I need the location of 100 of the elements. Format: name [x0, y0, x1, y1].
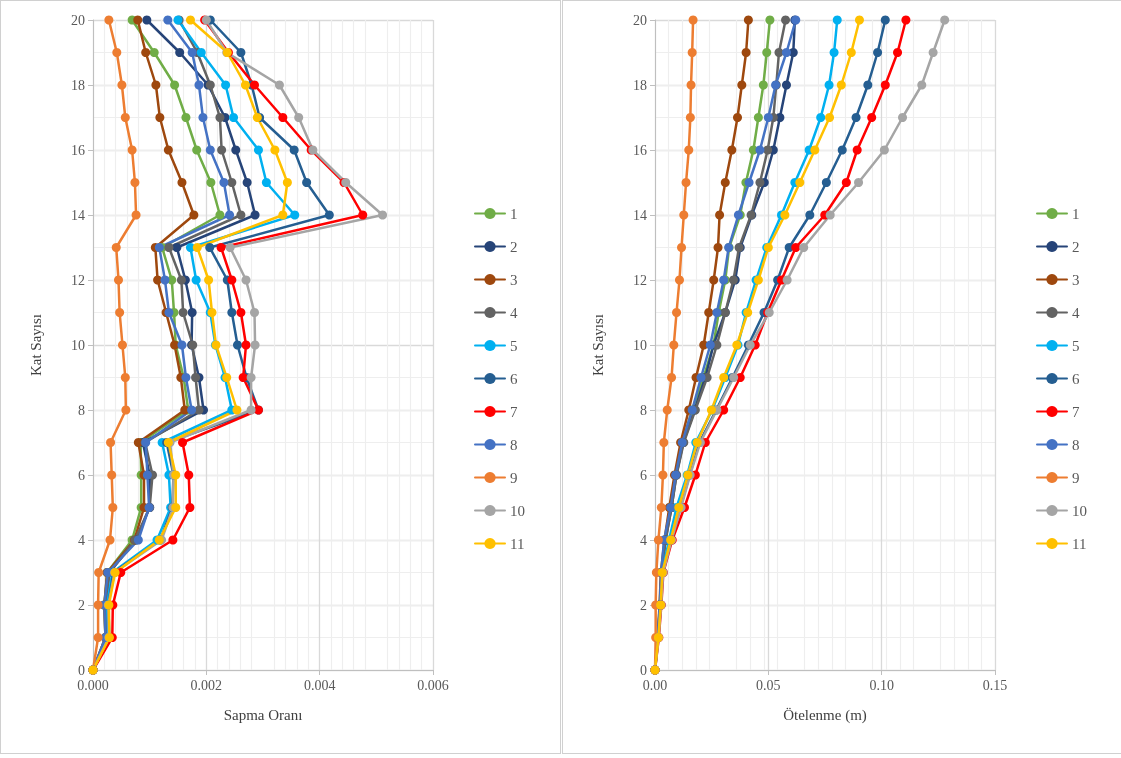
point — [120, 113, 130, 122]
point — [178, 308, 188, 317]
point — [177, 340, 187, 350]
point — [163, 15, 173, 25]
legend-label: 9 — [510, 469, 518, 486]
point — [194, 80, 204, 90]
point — [687, 48, 697, 57]
point — [917, 80, 927, 90]
point — [185, 15, 195, 25]
legend-label: 8 — [510, 436, 518, 453]
point — [241, 275, 251, 285]
point — [216, 243, 226, 252]
point — [704, 308, 714, 317]
point — [688, 15, 698, 25]
point — [227, 308, 237, 317]
point — [780, 210, 790, 220]
point — [755, 178, 765, 187]
point — [112, 48, 122, 57]
point — [274, 80, 284, 90]
point — [261, 178, 271, 187]
point — [227, 275, 237, 285]
point — [215, 210, 225, 220]
point — [837, 145, 847, 155]
point — [187, 308, 197, 317]
point — [755, 145, 765, 155]
point — [378, 210, 388, 220]
point — [781, 48, 791, 57]
point — [686, 80, 696, 90]
point — [127, 145, 137, 155]
point — [662, 405, 672, 415]
point — [153, 275, 163, 285]
point — [781, 15, 791, 25]
point — [677, 243, 687, 252]
point — [656, 503, 666, 512]
point — [684, 145, 694, 155]
point — [198, 113, 208, 122]
point — [142, 15, 152, 25]
point — [107, 470, 117, 480]
y-tick-label: 10 — [71, 337, 85, 353]
point — [681, 178, 691, 187]
point — [727, 145, 737, 155]
point — [669, 340, 679, 350]
y-tick-label: 14 — [633, 207, 647, 223]
point — [659, 438, 669, 447]
y-tick-label: 0 — [640, 662, 647, 678]
point — [653, 535, 663, 545]
point — [290, 210, 300, 220]
point — [232, 405, 242, 415]
point — [863, 80, 873, 90]
point — [133, 15, 143, 25]
point — [215, 113, 225, 122]
point — [824, 80, 834, 90]
y-tick-label: 20 — [633, 12, 647, 28]
y-tick-label: 12 — [633, 272, 647, 288]
point — [324, 210, 334, 220]
x-tick-label: 0.004 — [303, 677, 336, 693]
point — [940, 15, 950, 25]
y-tick-label: 20 — [71, 12, 85, 28]
point — [810, 145, 820, 155]
point — [791, 243, 801, 252]
legend-label: 4 — [1072, 304, 1080, 321]
y-tick-label: 12 — [71, 272, 85, 288]
x-tick-label: 0.10 — [869, 677, 894, 693]
point — [294, 113, 304, 122]
point — [758, 80, 768, 90]
legend-label: 3 — [510, 271, 518, 288]
legend-label: 8 — [1072, 436, 1080, 453]
point — [358, 210, 368, 220]
y-tick-label: 2 — [78, 597, 85, 613]
point — [104, 15, 114, 25]
point — [705, 340, 715, 350]
legend-label: 6 — [510, 370, 518, 387]
x-tick-label: 0.00 — [642, 677, 668, 693]
legend-label: 4 — [510, 304, 518, 321]
point — [816, 113, 826, 122]
point — [733, 113, 743, 122]
point — [225, 243, 235, 252]
point — [206, 178, 216, 187]
point — [192, 243, 202, 252]
legend-label: 11 — [510, 535, 525, 552]
point — [825, 113, 835, 122]
legend-label: 2 — [510, 238, 518, 255]
y-tick-label: 14 — [71, 207, 85, 223]
point — [846, 48, 856, 57]
x-tick-label: 0.05 — [756, 677, 781, 693]
point — [164, 243, 174, 252]
y-tick-label: 2 — [640, 597, 647, 613]
point — [854, 178, 864, 187]
x-axis-title: Sapma Oranı — [223, 706, 303, 723]
point — [743, 15, 753, 25]
point — [236, 210, 246, 220]
point — [782, 275, 792, 285]
point — [282, 178, 292, 187]
point — [788, 48, 798, 57]
y-tick-label: 8 — [640, 402, 647, 418]
point — [278, 113, 288, 122]
point — [151, 80, 161, 90]
point — [187, 48, 197, 57]
point — [879, 145, 889, 155]
point — [108, 503, 118, 512]
